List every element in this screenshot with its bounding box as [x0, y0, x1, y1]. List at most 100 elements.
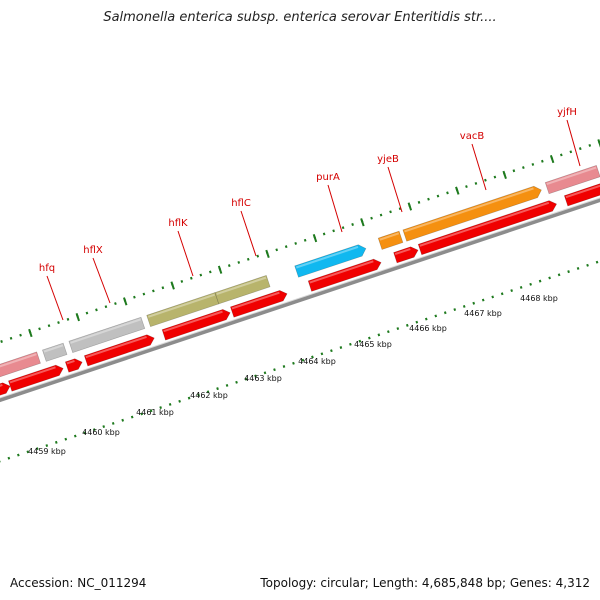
inner-dot — [301, 358, 305, 362]
gene-block-yjeB-shine — [379, 232, 400, 241]
gene-leader-purA — [327, 184, 343, 233]
outer-dot — [569, 150, 573, 154]
outer-dot — [114, 302, 117, 306]
outer-dot — [152, 289, 155, 293]
outer-dot — [275, 248, 279, 252]
cds-block[interactable] — [393, 246, 419, 264]
gene-block-purA[interactable] — [294, 244, 367, 278]
inner-dot — [320, 352, 324, 356]
backbone-layer — [0, 197, 600, 403]
gene-block-yjeB[interactable] — [377, 230, 404, 250]
gene-block-hflC[interactable] — [214, 275, 271, 305]
outer-dot — [85, 311, 89, 315]
inner-dot — [396, 327, 400, 330]
inner-dot — [387, 330, 390, 334]
outer-dot — [256, 254, 260, 258]
outer-dot — [322, 232, 326, 236]
outer-dot-major — [123, 297, 128, 306]
gene-label-vacB[interactable]: vacB — [460, 131, 485, 142]
scale-label: 4466 kbp — [409, 324, 447, 333]
gene-block-vacB-shine — [404, 187, 534, 233]
scale-label: 4463 kbp — [244, 374, 282, 383]
inner-dot — [595, 260, 599, 264]
inner-dot — [17, 453, 20, 457]
inner-dot — [111, 421, 115, 425]
cds-block[interactable] — [563, 179, 600, 207]
gene-label-hflX[interactable]: hflX — [83, 245, 103, 256]
outer-dot — [142, 292, 146, 296]
inner-dot — [481, 298, 485, 302]
gene-block-hfq[interactable] — [42, 342, 68, 362]
inner-dot — [244, 377, 248, 381]
gene-leader-hflC — [240, 210, 257, 257]
outer-dot — [559, 153, 563, 157]
inner-dot — [92, 428, 96, 432]
gene-label-hflK[interactable]: hflK — [168, 218, 188, 229]
outer-dot — [370, 216, 373, 220]
gene-block-hfq-shine — [43, 344, 64, 353]
outer-dot-major — [549, 154, 555, 164]
scale-label: 4467 kbp — [464, 309, 502, 318]
inner-dot — [330, 349, 333, 353]
outer-dot — [180, 279, 184, 283]
cds-block[interactable] — [417, 200, 558, 256]
gene-leader-hflX — [92, 257, 111, 304]
outer-dot — [493, 175, 497, 179]
gene-label-purA[interactable]: purA — [316, 172, 340, 183]
outer-dot — [474, 181, 478, 185]
gene-label-yjfH[interactable]: yjfH — [557, 107, 577, 118]
outer-dot — [104, 305, 108, 309]
inner-dot — [178, 399, 181, 403]
cds-block[interactable] — [64, 358, 83, 373]
outer-dot-major — [502, 170, 507, 179]
genome-summary-text: Topology: circular; Length: 4,685,848 bp… — [260, 576, 590, 590]
inner-dot — [519, 285, 523, 289]
gene-block-pink[interactable] — [0, 351, 41, 382]
scale-label: 4464 kbp — [298, 357, 336, 366]
gene-label-hflC[interactable]: hflC — [231, 198, 251, 209]
inner-dot — [102, 425, 106, 429]
cds-block[interactable] — [161, 309, 231, 341]
scale-layer: 4459 kbp 4460 kbp 4461 kbp 4462 kbp 4463 kbp… — [28, 294, 558, 456]
outer-dot — [208, 270, 212, 274]
gene-block-yjfH[interactable] — [544, 165, 600, 195]
gene-label-yjeB[interactable]: yjeB — [377, 154, 399, 165]
inner-dot — [510, 289, 513, 293]
inner-dot — [168, 402, 172, 406]
outer-dot — [389, 210, 392, 214]
inner-dot — [349, 342, 352, 346]
inner-dot — [73, 434, 77, 438]
cds-block[interactable] — [8, 364, 64, 392]
outer-dot — [531, 162, 535, 166]
outer-dot — [398, 207, 402, 211]
accession-text: Accession: NC_011294 — [10, 576, 147, 590]
inner-dot — [235, 380, 238, 384]
inner-dot — [197, 393, 200, 397]
inner-dot — [64, 437, 68, 441]
cds-block[interactable] — [307, 258, 382, 292]
outer-dot-major — [217, 265, 223, 274]
inner-dot — [368, 336, 371, 340]
gene-block-vacB[interactable] — [402, 185, 542, 242]
outer-dot — [417, 200, 421, 204]
gene-label-hfq[interactable]: hfq — [39, 263, 55, 274]
cds-block[interactable] — [83, 334, 155, 367]
outer-dot — [66, 317, 70, 321]
gene-block-hflC-shine — [216, 276, 267, 296]
scale-label: 4468 kbp — [520, 294, 558, 303]
inner-dot — [434, 314, 438, 318]
outer-dot — [578, 147, 582, 151]
inner-dot — [254, 374, 257, 378]
gene-block-hflX-shine — [70, 318, 142, 344]
inner-dot — [149, 409, 153, 413]
backbone-highlight — [0, 197, 600, 399]
inner-dot — [45, 444, 49, 447]
inner-dot — [339, 346, 343, 349]
inner-dot — [358, 339, 362, 343]
outer-dot-major — [407, 202, 413, 211]
cds-block[interactable] — [0, 382, 11, 397]
inner-dot — [443, 311, 447, 315]
cds-block[interactable] — [230, 290, 288, 318]
gene-block-hflX[interactable] — [68, 316, 146, 353]
